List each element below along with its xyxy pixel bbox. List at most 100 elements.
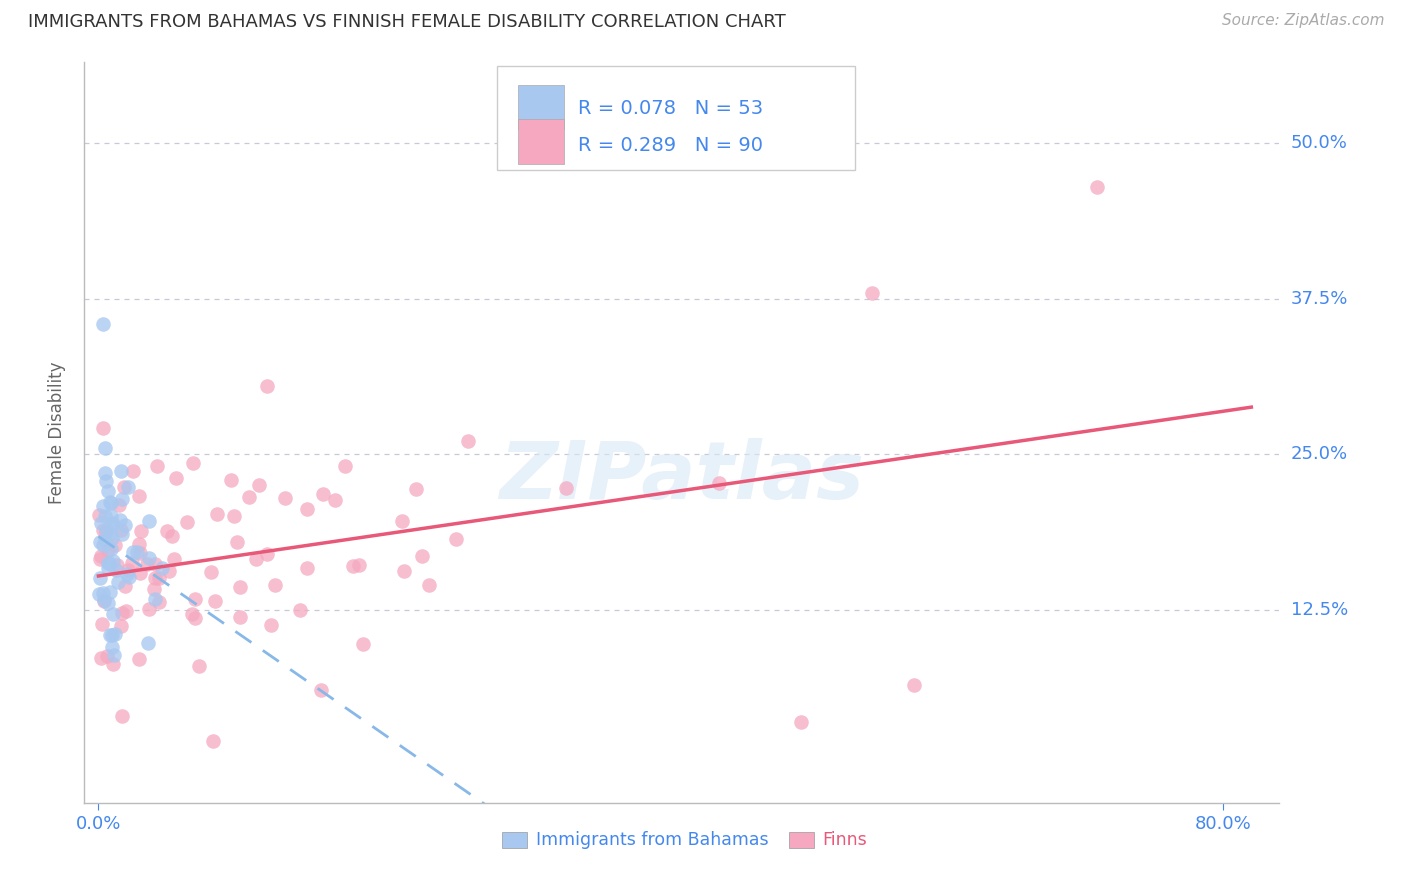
Point	[91, 617, 114, 632]
Point	[347, 558, 370, 573]
Point	[138, 514, 160, 528]
Text: 50.0%: 50.0%	[1291, 135, 1347, 153]
Point	[128, 652, 150, 666]
Point	[89, 571, 111, 585]
Point	[94, 441, 117, 455]
Point	[207, 508, 229, 522]
Point	[391, 514, 413, 528]
Text: 37.5%: 37.5%	[1291, 290, 1348, 308]
Point	[94, 533, 117, 547]
Point	[245, 552, 267, 566]
Point	[118, 570, 141, 584]
Point	[138, 636, 160, 650]
Point	[111, 526, 134, 541]
Text: R = 0.289   N = 90: R = 0.289 N = 90	[578, 136, 763, 155]
Text: ZIPatlas: ZIPatlas	[499, 438, 865, 516]
Point	[90, 650, 112, 665]
Point	[129, 546, 152, 560]
Text: Source: ZipAtlas.com: Source: ZipAtlas.com	[1222, 13, 1385, 29]
Point	[100, 496, 122, 510]
Point	[90, 516, 112, 530]
Point	[101, 607, 124, 621]
Point	[183, 591, 205, 606]
Point	[98, 584, 121, 599]
Point	[411, 549, 433, 564]
Point	[405, 482, 427, 496]
Point	[98, 628, 121, 642]
Point	[180, 607, 202, 621]
Point	[97, 483, 120, 498]
Point	[128, 566, 150, 581]
Point	[98, 494, 121, 508]
Point	[165, 471, 187, 485]
Point	[256, 547, 278, 561]
Point	[122, 464, 145, 478]
Point	[860, 285, 883, 300]
Point	[295, 561, 318, 575]
FancyBboxPatch shape	[519, 120, 564, 164]
Point	[148, 595, 170, 609]
Point	[97, 561, 120, 575]
Point	[142, 582, 165, 596]
Point	[444, 532, 467, 546]
Point	[138, 550, 160, 565]
Point	[100, 509, 122, 524]
Point	[121, 544, 143, 558]
Point	[135, 558, 157, 572]
Point	[333, 459, 356, 474]
Text: Finns: Finns	[823, 831, 868, 849]
Point	[184, 611, 207, 625]
Point	[247, 477, 270, 491]
Point	[97, 542, 120, 557]
Point	[115, 567, 138, 582]
Point	[97, 556, 120, 570]
Point	[101, 657, 124, 672]
Point	[94, 508, 117, 523]
Point	[204, 594, 226, 608]
Point	[201, 733, 224, 747]
Point	[111, 491, 134, 506]
Point	[87, 587, 110, 601]
Point	[323, 493, 346, 508]
Text: R = 0.078   N = 53: R = 0.078 N = 53	[578, 99, 763, 118]
Point	[143, 571, 166, 585]
Point	[200, 565, 222, 579]
Point	[114, 579, 136, 593]
Point	[101, 628, 124, 642]
Point	[228, 610, 250, 624]
Point	[98, 525, 121, 540]
Point	[295, 501, 318, 516]
Point	[163, 552, 186, 566]
Point	[146, 458, 169, 473]
Point	[105, 563, 128, 577]
Point	[157, 565, 180, 579]
Point	[107, 574, 129, 589]
Point	[96, 523, 118, 537]
Point	[138, 601, 160, 615]
Point	[176, 515, 198, 529]
Point	[260, 618, 283, 632]
Point	[150, 561, 173, 575]
FancyBboxPatch shape	[496, 66, 855, 169]
Point	[114, 518, 136, 533]
Point	[121, 557, 143, 571]
Point	[790, 714, 813, 729]
Text: 25.0%: 25.0%	[1291, 445, 1348, 464]
Point	[274, 491, 297, 505]
Point	[94, 474, 117, 488]
Point	[105, 558, 128, 573]
Point	[104, 538, 127, 552]
Point	[90, 549, 112, 563]
Point	[108, 498, 131, 512]
Point	[103, 648, 125, 662]
Point	[89, 551, 111, 566]
Point	[100, 531, 122, 545]
Point	[97, 596, 120, 610]
Point	[188, 658, 211, 673]
Point	[97, 557, 120, 571]
Point	[903, 677, 925, 691]
Point	[160, 529, 183, 543]
Y-axis label: Female Disability: Female Disability	[48, 361, 66, 504]
Point	[101, 554, 124, 568]
Point	[352, 637, 374, 651]
